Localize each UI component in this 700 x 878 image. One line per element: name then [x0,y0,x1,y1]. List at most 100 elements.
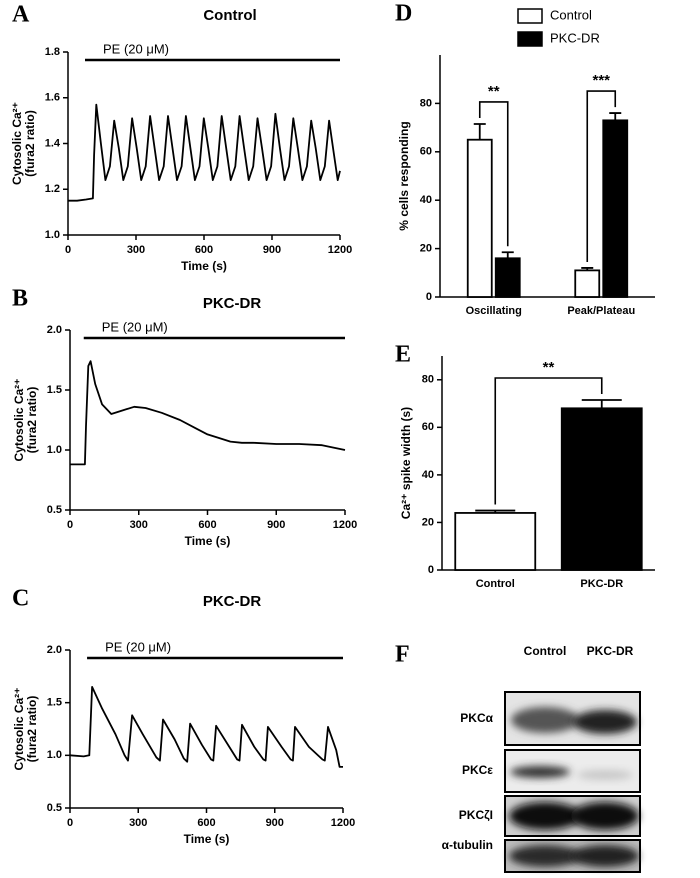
x-tick-label: 300 [127,244,145,256]
bar [602,119,629,298]
x-tick-label: 1200 [333,519,357,531]
significance-bracket [494,377,603,505]
trace [70,360,346,466]
y-tick-label: 1.0 [45,229,60,241]
protein-label: α-tubulin [442,838,493,852]
x-tick-label: 1200 [331,817,355,829]
error-bar [473,123,486,140]
y-tick-label: 60 [422,421,434,433]
panel-letter: B [12,286,28,312]
stimulus-label: PE (20 μM) [105,639,171,654]
blot-band [571,802,639,830]
significance-label: ** [488,83,500,100]
panel-letter: D [395,1,412,27]
legend-swatch [517,8,543,24]
protein-label: PKCε [462,763,493,777]
legend-swatch [517,31,543,47]
blot-band [509,802,581,830]
x-tick-label: 900 [267,519,285,531]
protein-label: PKCζI [459,808,493,822]
y-axis-label: (fura2 ratio) [25,696,39,763]
y-tick-label: 1.0 [47,749,62,761]
x-tick-label: 0 [67,519,73,531]
blot-band [511,707,579,733]
y-tick-label: 0.5 [47,802,62,814]
error-bar [475,509,516,513]
x-tick-label: 300 [129,817,147,829]
y-tick-label: 2.0 [47,644,62,656]
significance-label: *** [592,72,610,89]
error-bar [581,399,622,409]
blot-band [577,770,633,780]
chart-title: PKC-DR [203,295,261,312]
error-bar [581,267,594,271]
y-tick-label: 1.5 [47,384,62,396]
x-tick-label: PKC-DR [580,578,623,590]
significance-bracket [478,101,509,247]
x-axis-label: Time (s) [181,259,227,273]
y-tick-label: 40 [420,194,432,206]
blot-panel: F Control PKC-DR PKCα PKCε PKCζI α-tubul… [395,642,641,873]
blot-band [571,845,639,867]
x-tick-label: 1200 [328,244,352,256]
y-tick-label: 20 [420,243,432,255]
x-tick-label: Peak/Plateau [567,305,635,317]
error-bar [609,112,622,121]
legend-label: PKC-DR [550,30,600,45]
bar [574,269,601,298]
legend-label: Control [550,7,592,22]
bar [494,257,521,298]
y-tick-label: 20 [422,516,434,528]
y-tick-label: 1.8 [45,46,60,58]
stimulus-label: PE (20 μM) [102,319,168,334]
blot-band [510,766,570,778]
x-tick-label: 0 [67,817,73,829]
x-tick-label: 900 [266,817,284,829]
blot-band [573,710,637,734]
x-tick-label: 600 [197,817,215,829]
x-tick-label: Oscillating [466,305,522,317]
y-tick-label: 1.6 [45,92,60,104]
lane-label: Control [524,644,567,658]
protein-label: PKCα [460,711,493,725]
x-tick-label: 600 [198,519,216,531]
y-tick-label: 1.4 [45,137,61,149]
y-tick-label: 1.0 [47,444,62,456]
trace [68,103,341,202]
y-axis-label: % cells responding [397,121,411,230]
error-bar [501,251,514,259]
x-tick-label: 0 [65,244,71,256]
panel-letter: A [12,2,30,28]
x-tick-label: Control [476,578,515,590]
y-axis-label: Ca²⁺ spike width (s) [399,407,413,519]
y-tick-label: 0 [426,291,432,303]
x-tick-label: 300 [130,519,148,531]
y-axis-label: Cytosolic Ca²⁺ [12,687,26,770]
blot-band [509,845,581,867]
y-tick-label: 80 [420,97,432,109]
y-axis-label: (fura2 ratio) [23,110,37,177]
x-axis-label: Time (s) [184,832,230,846]
y-tick-label: 40 [422,469,434,481]
bar [560,407,643,571]
x-tick-label: 900 [263,244,281,256]
stimulus-label: PE (20 μM) [103,41,169,56]
y-tick-label: 80 [422,374,434,386]
significance-bracket [586,90,617,262]
x-tick-label: 600 [195,244,213,256]
lane-label: PKC-DR [587,644,634,658]
y-tick-label: 1.2 [45,183,60,195]
significance-label: ** [543,359,555,376]
chart-title: Control [203,7,256,24]
panel-letter: C [12,586,29,612]
bar [466,138,493,298]
panel-letter: F [395,642,410,668]
panel-letter: E [395,342,411,368]
y-axis-label: (fura2 ratio) [25,387,39,454]
chart-title: PKC-DR [203,593,261,610]
y-tick-label: 60 [420,146,432,158]
trace [69,686,343,768]
bar [454,512,537,571]
y-tick-label: 0.5 [47,504,62,516]
